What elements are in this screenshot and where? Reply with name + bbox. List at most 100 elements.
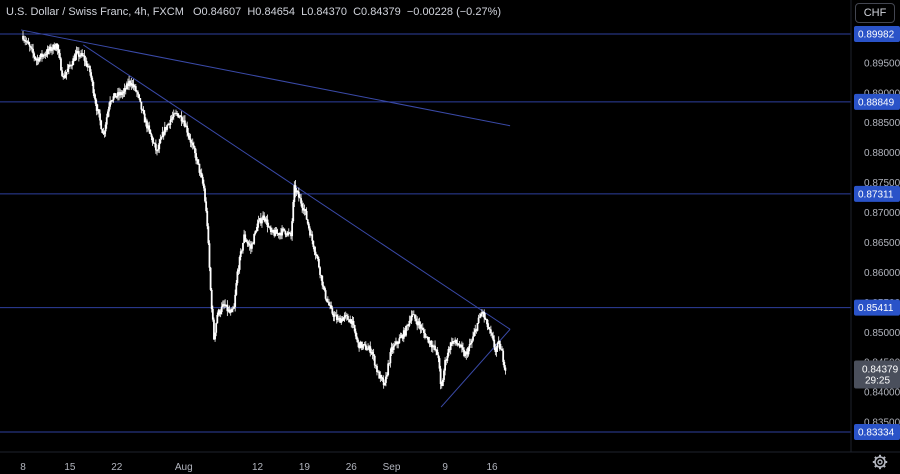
candle-body [404, 330, 406, 336]
candle-body [235, 283, 238, 295]
candle-body [323, 286, 326, 291]
candle-body [348, 319, 350, 323]
candle-body [188, 135, 191, 139]
candle-body [426, 336, 429, 338]
candle-body [333, 314, 336, 317]
candle-body [199, 172, 202, 174]
candle-body [65, 71, 68, 75]
candle-body [215, 323, 218, 333]
candle-body [201, 176, 204, 184]
candle-body [345, 315, 348, 317]
candle-body [87, 66, 90, 67]
candle-body [80, 53, 82, 57]
candle-body [444, 360, 446, 371]
candle-body [209, 267, 212, 290]
candle-body [271, 229, 273, 233]
candle-body [501, 348, 503, 351]
time-tick-label: 16 [486, 462, 498, 473]
candle-body [223, 304, 225, 305]
candle-body [75, 51, 78, 55]
candle-body [380, 375, 383, 378]
candle-body [154, 143, 157, 151]
close-value: 0.84379 [361, 6, 401, 18]
candle-body [299, 197, 301, 199]
candle-body [159, 139, 162, 144]
candle-body [118, 92, 120, 96]
candle-body [443, 370, 445, 380]
candle-body [408, 320, 411, 326]
candle-body [54, 48, 57, 50]
candle-body [184, 120, 186, 127]
candle-body [347, 315, 349, 320]
candle-body [293, 185, 296, 203]
candle-body [74, 54, 77, 61]
candle-body [213, 319, 215, 340]
candle-body [452, 341, 454, 344]
candle-body [125, 83, 128, 90]
candle-body [99, 113, 101, 121]
candle-body [197, 159, 200, 164]
low-label: L [301, 6, 308, 18]
candle-body [62, 75, 65, 77]
candle-body [449, 342, 452, 350]
candle-body [171, 116, 174, 119]
candle-body [36, 58, 39, 61]
candle-body [314, 251, 317, 255]
candle-body [38, 57, 41, 62]
candle-body [383, 382, 386, 386]
candle-body [253, 234, 256, 244]
candle-body [424, 333, 426, 338]
candle-body [489, 329, 492, 334]
candle-body [376, 365, 378, 373]
candle-body [71, 65, 74, 66]
candle-body [156, 150, 158, 152]
candle-body [247, 243, 250, 245]
candle-body [148, 125, 151, 130]
candle-body [453, 341, 455, 342]
candle-body [138, 94, 141, 99]
candle-body [157, 149, 160, 151]
candle-body [160, 137, 163, 140]
candle-body [371, 351, 374, 355]
candle-body [251, 243, 253, 249]
symbol-title[interactable]: U.S. Dollar / Swiss Franc, 4h, FXCM [6, 6, 184, 18]
candle-body [261, 220, 263, 224]
candle-body [484, 317, 487, 320]
time-tick-label: 19 [299, 462, 311, 473]
candle-body [102, 133, 105, 134]
gear-icon[interactable] [872, 454, 888, 470]
time-axis[interactable]: 8 15 22 Aug 12 19 26 Sep 9 16 [20, 462, 498, 473]
bar-countdown-label: 29:25 [865, 375, 890, 386]
candle-body [51, 49, 53, 51]
time-tick-label: 15 [64, 462, 76, 473]
candle-body [397, 343, 400, 345]
candle-body [392, 345, 395, 350]
candle-body [351, 320, 354, 324]
candle-body [238, 257, 241, 270]
candle-body [104, 124, 107, 132]
candle-body [226, 304, 229, 312]
candle-body [417, 321, 420, 326]
currency-button[interactable]: CHF [855, 3, 895, 23]
candle-body [425, 336, 428, 338]
candle-body [428, 340, 431, 343]
candle-body [431, 345, 434, 348]
candle-body [178, 116, 181, 118]
level-tag-label: 0.87311 [858, 189, 894, 200]
candle-body [330, 305, 333, 309]
candle-body [421, 327, 424, 330]
candle-body [294, 185, 297, 193]
candle-body [457, 344, 460, 346]
candle-body [45, 54, 48, 56]
level-tag-label: 0.88849 [858, 97, 895, 108]
candle-body [224, 304, 227, 307]
candle-body [338, 317, 340, 319]
candle-body [163, 127, 166, 135]
candle-body [35, 59, 38, 61]
candle-body [141, 109, 144, 111]
candle-body [491, 333, 493, 336]
candle-body [272, 229, 275, 233]
candle-body [240, 250, 243, 252]
candle-body [391, 347, 394, 350]
